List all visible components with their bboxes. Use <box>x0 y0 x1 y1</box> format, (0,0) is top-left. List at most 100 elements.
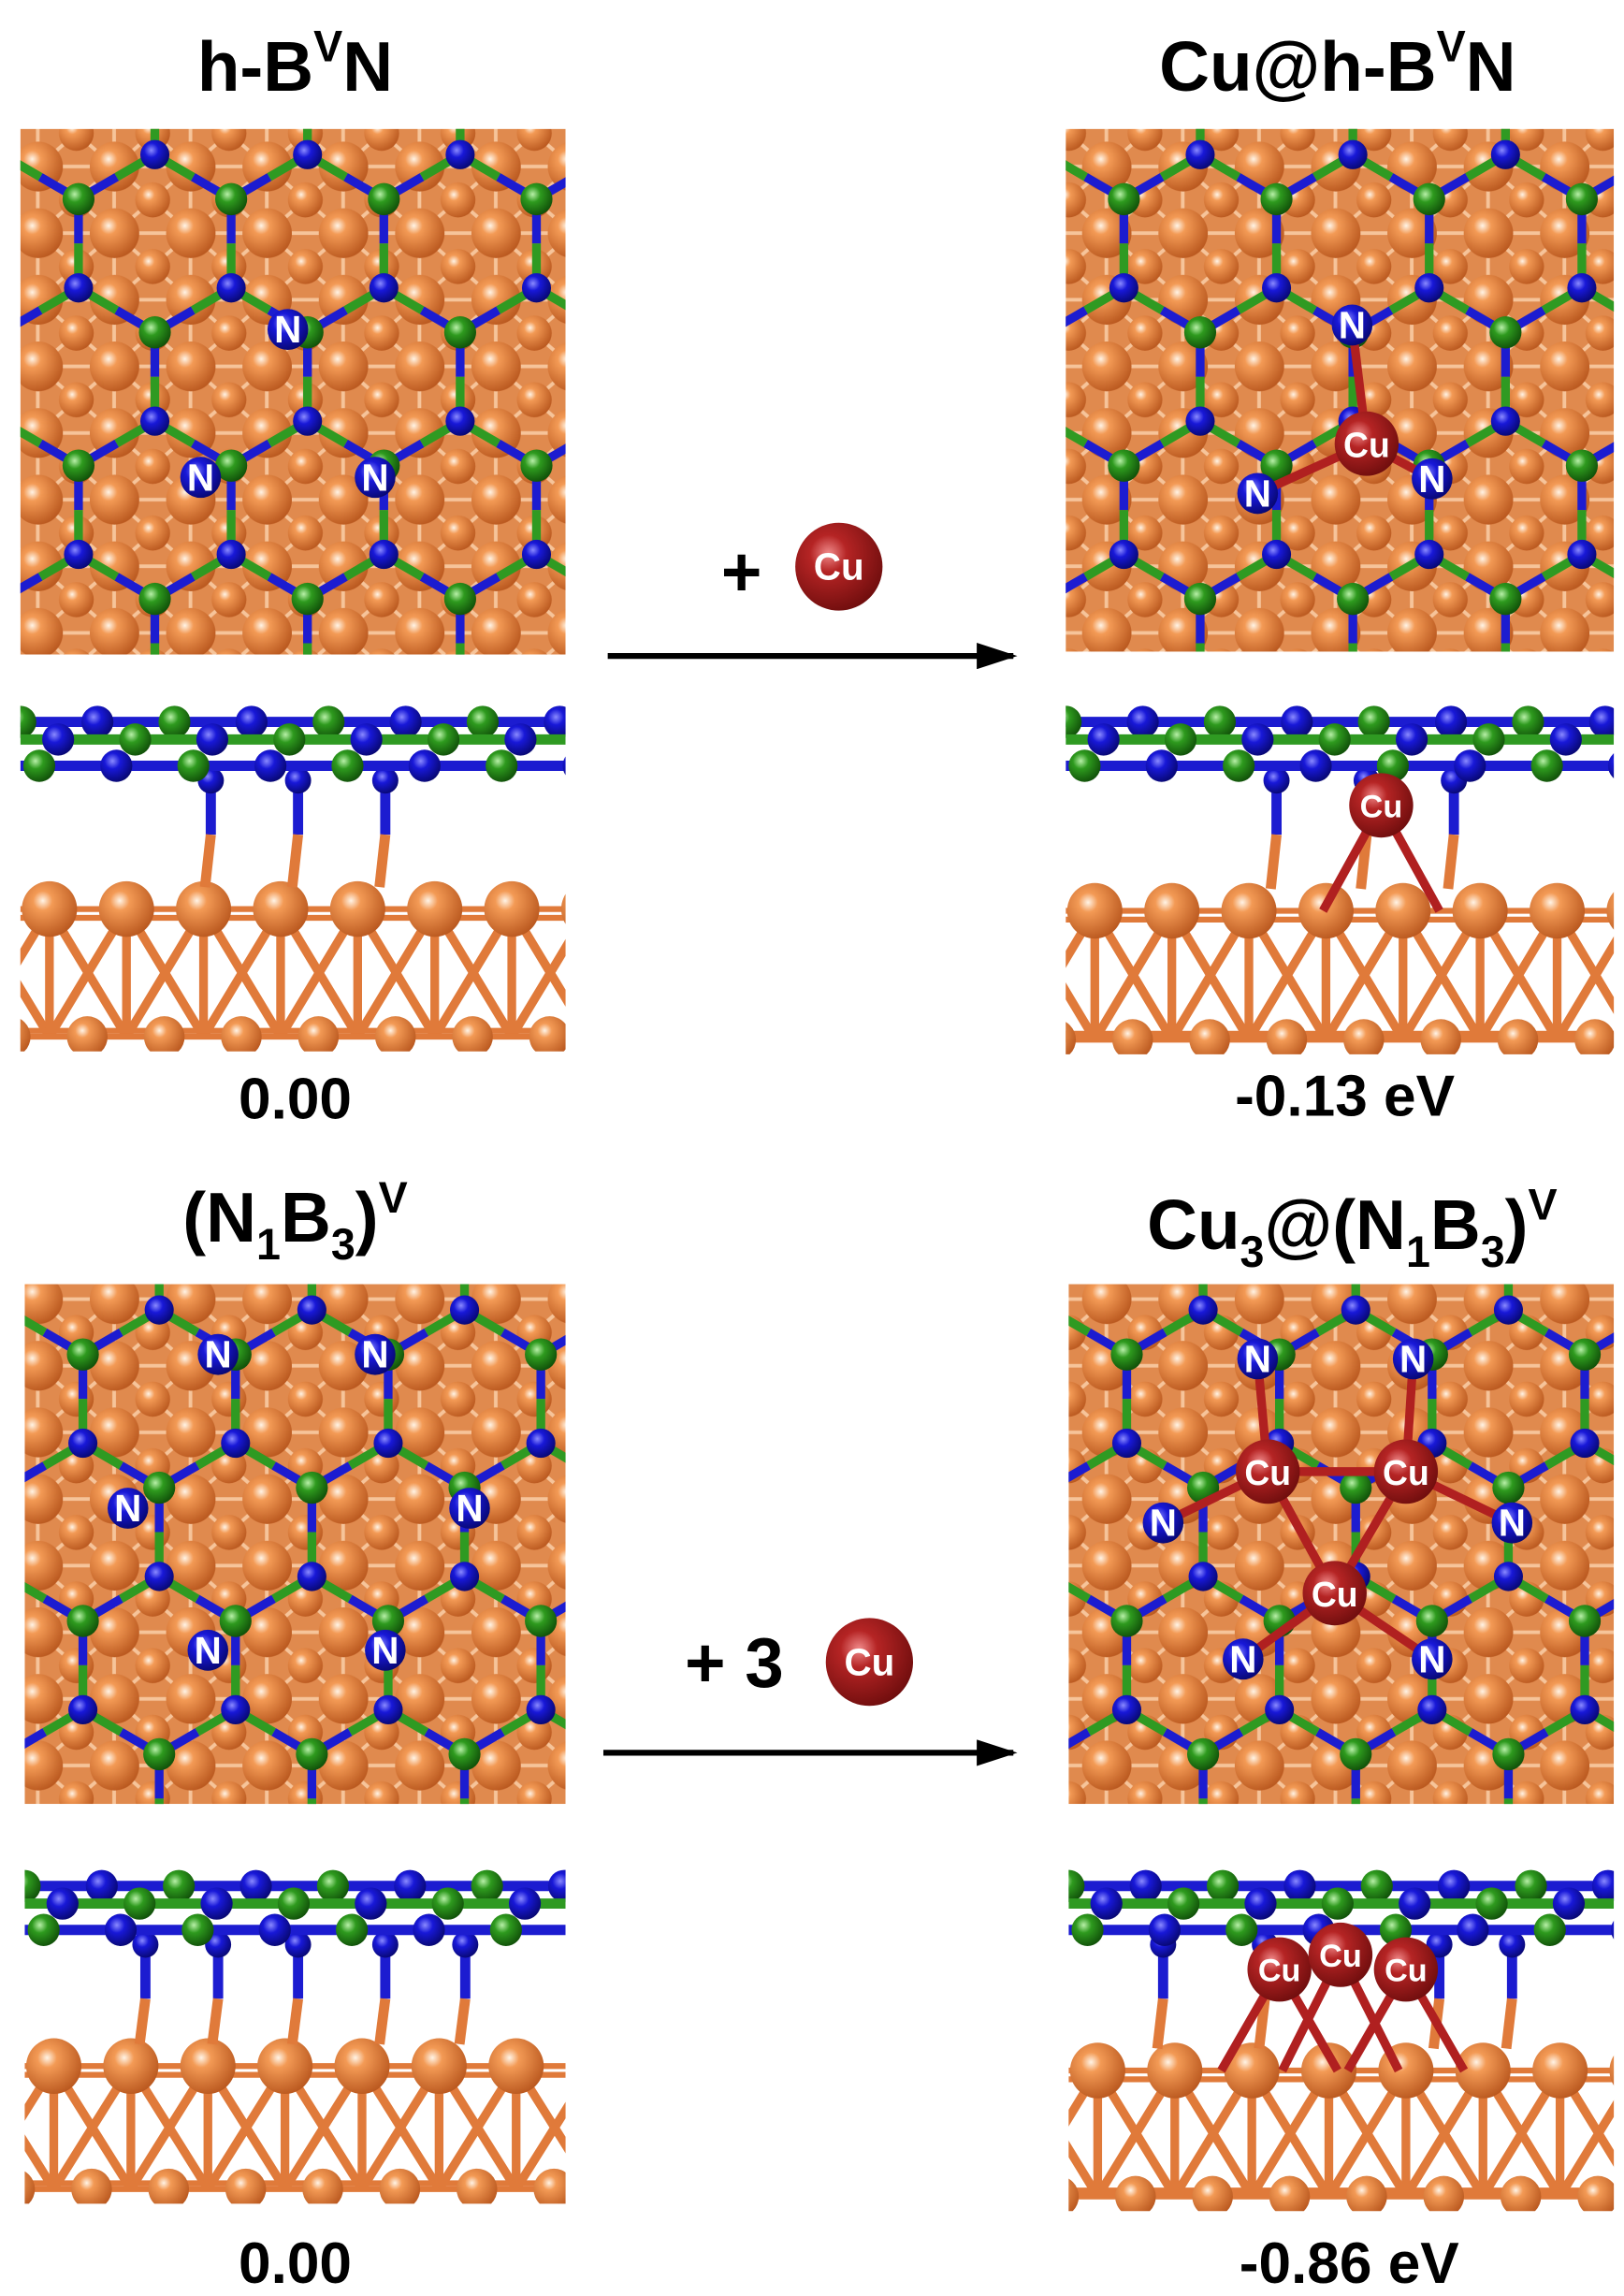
bond <box>388 1976 427 1998</box>
bond <box>746 1199 784 1222</box>
n-cu-bond <box>1501 1998 1517 2050</box>
title-segment: Cu <box>1147 1185 1240 1264</box>
boron-atom <box>597 50 629 81</box>
nitrogen-atom <box>679 1962 708 1991</box>
nitrogen-atom <box>1262 273 1292 303</box>
title-segment: 3 <box>331 1220 355 1269</box>
boron-atom <box>1167 1887 1200 1920</box>
nitrogen-atom <box>1111 1694 1142 1725</box>
boron-atom <box>1071 1913 1104 1946</box>
boron-atom <box>0 50 18 81</box>
nitrogen-atom <box>355 1887 387 1920</box>
energy-label: 0.00 <box>239 1068 352 1132</box>
bond <box>1009 576 1048 599</box>
boron-atom <box>955 449 987 481</box>
nitrogen-atom <box>1491 1502 1533 1544</box>
boron-atom <box>312 705 345 738</box>
bond <box>847 1976 885 1998</box>
bond <box>732 1310 770 1332</box>
boron-atom <box>674 183 705 215</box>
boron-atom <box>749 316 781 348</box>
bond <box>121 1843 159 1866</box>
title-segment: (N <box>182 1178 256 1257</box>
atom-label: N <box>1150 1502 1177 1545</box>
bond <box>613 44 651 66</box>
boron-atom <box>1066 705 1082 738</box>
boron-atom <box>371 1605 405 1637</box>
bond <box>935 1866 974 1888</box>
bond <box>617 1577 656 1599</box>
bond <box>1508 1843 1546 1866</box>
bond <box>20 306 43 327</box>
bond <box>651 288 689 311</box>
nitrogen-atom <box>144 1295 174 1325</box>
energy-label: -0.86 eV <box>1240 2231 1459 2296</box>
n-cu-bond <box>199 834 216 888</box>
nitrogen-atom <box>880 939 909 968</box>
bond <box>933 443 971 466</box>
energy-label: -0.13 eV <box>1235 1064 1455 1128</box>
cu-atom <box>1300 2042 1357 2099</box>
cu-atom <box>488 2038 544 2095</box>
bond <box>499 821 537 844</box>
n-cu-bond <box>1152 1998 1168 2050</box>
nitrogen-atom <box>235 705 268 738</box>
bond <box>727 843 765 865</box>
bond <box>808 1866 847 1888</box>
n-cu-bond <box>286 1998 303 2045</box>
cu-atom <box>143 1016 185 1052</box>
bond <box>79 821 117 844</box>
boron-atom <box>0 1887 2 1919</box>
bond <box>1505 843 1544 865</box>
boron-atom <box>906 1472 938 1504</box>
boron-atom <box>0 2005 22 2037</box>
bond <box>574 421 613 443</box>
boron-atom <box>1318 723 1351 756</box>
bond <box>1468 843 1506 865</box>
bond <box>1089 1976 1127 1998</box>
bond <box>860 1843 898 1866</box>
cu-atom <box>379 2168 421 2204</box>
nitrogen-atom <box>547 1869 566 1902</box>
bond <box>0 1199 7 1222</box>
bond <box>860 1998 898 2021</box>
nitrogen-atom <box>521 273 552 303</box>
bond <box>880 311 919 333</box>
nitrogen-atom <box>196 723 229 756</box>
nitrogen-atom <box>1499 1931 1526 1958</box>
cu-atom <box>484 880 540 937</box>
boron-atom <box>958 1605 990 1636</box>
atom-label: Cu <box>844 1640 894 1683</box>
boron-atom <box>0 1472 22 1504</box>
cu-atom <box>457 2168 498 2204</box>
boron-atom <box>1068 1869 1085 1902</box>
atom-label: N <box>205 1333 232 1376</box>
side-view <box>0 1869 566 2204</box>
bond <box>860 1577 898 1599</box>
bond <box>956 288 994 311</box>
atom-label: Cu <box>1319 1939 1362 1974</box>
bond <box>857 421 895 443</box>
boron-atom <box>754 2005 786 2037</box>
nitrogen-atom <box>674 807 703 836</box>
bond <box>2 843 40 865</box>
boron-atom <box>1512 705 1544 738</box>
boron-atom <box>0 1205 22 1237</box>
boron-atom <box>123 1887 156 1920</box>
title-segment: ) <box>355 1178 379 1257</box>
bond <box>898 1310 936 1332</box>
bond <box>40 22 79 44</box>
boron-atom <box>1035 1738 1066 1770</box>
nitrogen-atom <box>132 1931 159 1958</box>
nitrogen-atom <box>1493 1562 1523 1591</box>
boron-atom <box>878 316 910 348</box>
nitrogen-atom <box>1185 139 1215 169</box>
bond <box>346 821 384 844</box>
bond <box>770 1577 808 1599</box>
nitrogen-atom <box>807 1962 836 1991</box>
nitrogen-atom <box>976 1870 1008 1902</box>
nitrogen-atom <box>1454 749 1486 782</box>
title-segment: h-B <box>197 27 313 106</box>
nitrogen-atom <box>1036 1828 1065 1857</box>
bond <box>808 1599 847 1621</box>
